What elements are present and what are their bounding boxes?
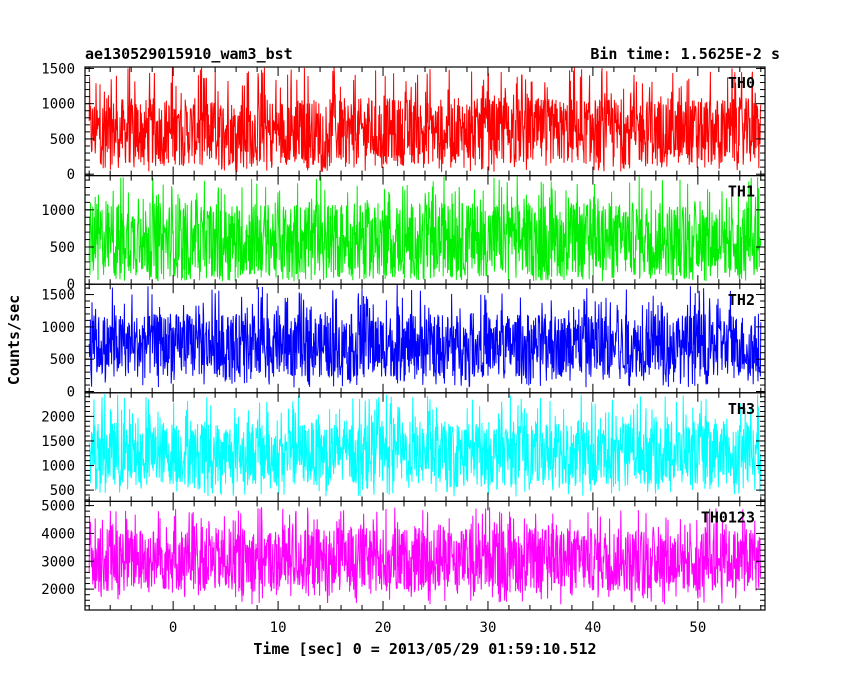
- x-tick-label: 30: [480, 620, 497, 636]
- panel-th2: 0 500 1000 1500 TH2: [41, 283, 766, 401]
- panel-label-th1: TH1: [728, 183, 755, 201]
- x-tick-label: 0: [169, 620, 177, 636]
- y-axis-label: Counts/sec: [5, 295, 23, 385]
- x-tick-label: 20: [375, 620, 392, 636]
- y-tick-label: 1000: [41, 459, 75, 475]
- y-tick-label: 4000: [41, 526, 75, 542]
- panel-label-th2: TH2: [728, 291, 755, 309]
- y-tick-label: 3000: [41, 554, 75, 570]
- series-line-th2: [88, 284, 762, 388]
- y-tick-label: 5000: [41, 499, 75, 515]
- chart-title-left: ae130529015910_wam3_bst: [85, 45, 293, 63]
- panel-frame: [84, 392, 766, 502]
- panel-th3: 500 1000 1500 2000 TH3: [41, 392, 766, 502]
- y-tick-label: 500: [50, 352, 75, 368]
- y-tick-label: 2000: [41, 582, 75, 598]
- series-line-th1: [88, 175, 762, 282]
- series-line-th0123: [88, 507, 762, 605]
- y-tick-label: 1500: [41, 288, 75, 304]
- y-tick-label: 1000: [41, 203, 75, 219]
- panel-label-th0: TH0: [728, 74, 755, 92]
- y-tick-label: 1500: [41, 434, 75, 450]
- x-axis-label: Time [sec] 0 = 2013/05/29 01:59:10.512: [253, 640, 596, 658]
- x-tick-label: 10: [270, 620, 287, 636]
- series-line-th3: [88, 394, 762, 497]
- y-tick-label: 500: [50, 483, 75, 499]
- panel-th0123: 2000 3000 4000 5000 TH0123: [41, 499, 766, 611]
- panel-label-th3: TH3: [728, 400, 755, 418]
- y-tick-label: 2000: [41, 409, 75, 425]
- panel-label-th0123: TH0123: [701, 508, 755, 526]
- y-tick-label: 500: [50, 240, 75, 256]
- y-tick-label: 0: [67, 385, 75, 401]
- y-tick-label: 1000: [41, 320, 75, 336]
- panel-th1: 0 500 1000 TH1: [41, 175, 766, 293]
- y-tick-label: 1500: [41, 61, 75, 77]
- y-tick-label: 0: [67, 277, 75, 293]
- panel-th0: 0 500 1000 1500 TH0: [41, 61, 766, 183]
- y-tick-label: 0: [67, 167, 75, 183]
- y-tick-label: 1000: [41, 97, 75, 113]
- y-tick-label: 500: [50, 132, 75, 148]
- x-tick-label: 50: [689, 620, 706, 636]
- series-line-th0: [88, 67, 762, 173]
- x-tick-label: 40: [584, 620, 601, 636]
- chart-title-right: Bin time: 1.5625E-2 s: [590, 45, 780, 63]
